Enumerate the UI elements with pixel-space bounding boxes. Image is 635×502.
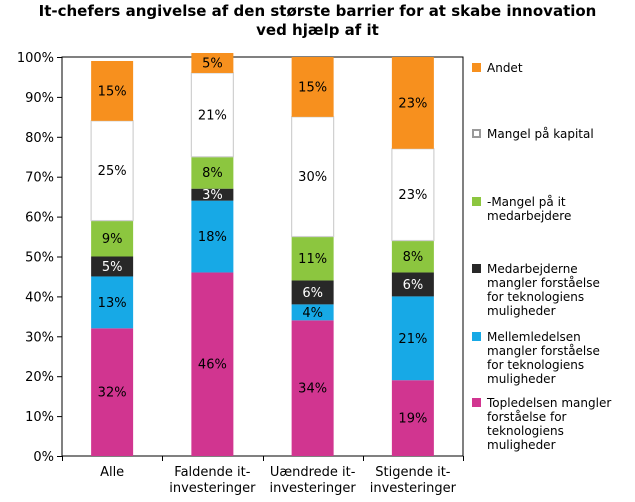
- bar-segment: [391, 272, 434, 297]
- legend-label-line: Mangel på kapital: [487, 127, 594, 141]
- legend-swatch: [472, 197, 481, 206]
- legend-label-line: Mellemledelsen: [487, 330, 581, 344]
- legend-label: Medarbejderne mangler forståelse for tekno…: [487, 262, 633, 318]
- bar-segment: [91, 60, 134, 121]
- legend-swatch: [472, 398, 481, 407]
- x-category-label: Stigende it-investeringer: [370, 465, 457, 496]
- legend-label-line: muligheder: [487, 438, 556, 452]
- legend-label-line: Medarbejderne: [487, 262, 578, 276]
- bar-data-label: 13%: [98, 296, 127, 311]
- y-tick-label: 80%: [25, 131, 54, 146]
- legend-label-line: for teknologiens: [487, 290, 585, 304]
- chart-title: It-chefers angivelse af den største barr…: [0, 2, 635, 40]
- y-tick-label: 20%: [25, 370, 54, 385]
- legend-swatch: [472, 129, 481, 138]
- bar-segment: [191, 156, 234, 189]
- y-tick-label: 40%: [25, 290, 54, 305]
- bar-segment: [291, 57, 334, 117]
- bar-data-label: 6%: [302, 286, 323, 301]
- bar-data-label: 5%: [102, 260, 123, 275]
- bar-data-label: 4%: [302, 306, 323, 321]
- legend-swatch: [472, 264, 481, 273]
- legend-label-line: forståelse for: [487, 410, 567, 424]
- bar-segment: [91, 328, 134, 456]
- y-tick-label: 50%: [25, 251, 54, 266]
- bar-segment: [91, 256, 134, 277]
- legend-label-line: mangler forståelse: [487, 344, 600, 358]
- bar-segment: [91, 220, 134, 257]
- bar-data-label: 6%: [403, 278, 424, 293]
- chart-title-line-2: ved hjælp af it: [256, 21, 379, 39]
- y-tick-label: 0%: [33, 450, 54, 465]
- bar-data-label: 25%: [98, 164, 127, 179]
- legend-label-line: -Mangel på it: [487, 195, 566, 209]
- bar-data-label: 5%: [202, 56, 223, 71]
- legend-label: Mellemledelsen mangler forståelse for tekn…: [487, 330, 633, 386]
- bar-data-label: 23%: [398, 188, 427, 203]
- x-category-label: Uændrede it-investeringer: [270, 465, 357, 496]
- legend-swatch: [472, 63, 481, 72]
- y-tick-label: 100%: [17, 51, 54, 66]
- bar-data-label: 21%: [198, 108, 227, 123]
- legend-label-line: muligheder: [487, 304, 556, 318]
- bar-segment: [391, 240, 434, 273]
- legend-swatch: [472, 332, 481, 341]
- bar-segment: [291, 320, 334, 456]
- legend-label-line: medarbejdere: [487, 209, 572, 223]
- legend-label-line: mangler forståelse: [487, 276, 600, 290]
- legend-label-line: teknologiens: [487, 424, 564, 438]
- legend-label: -Mangel på it medarbejdere: [487, 195, 633, 223]
- bar-segment: [391, 57, 434, 149]
- y-tick-label: 60%: [25, 211, 54, 226]
- bar-segment: [391, 380, 434, 456]
- bar-data-label: 23%: [398, 96, 427, 111]
- bar-segment: [91, 276, 134, 329]
- bar-data-label: 15%: [298, 80, 327, 95]
- bar-data-label: 11%: [298, 252, 327, 267]
- legend-label-line: Andet: [487, 61, 523, 75]
- bar-data-label: 46%: [198, 358, 227, 373]
- bar-data-label: 18%: [198, 230, 227, 245]
- bar-segment: [190, 72, 234, 158]
- y-tick-label: 70%: [25, 171, 54, 186]
- x-category-label: Alle: [100, 465, 124, 480]
- legend-label-line: Topledelsen mangler: [487, 396, 612, 410]
- legend-label: Andet: [487, 61, 633, 75]
- y-tick-label: 30%: [25, 330, 54, 345]
- bar-data-label: 3%: [202, 188, 223, 203]
- y-tick-label: 90%: [25, 91, 54, 106]
- bar-segment: [291, 280, 334, 305]
- bar-data-label: 8%: [202, 166, 223, 181]
- bar-segment: [191, 53, 234, 73]
- bar-data-label: 19%: [398, 412, 427, 427]
- bar-data-label: 34%: [298, 382, 327, 397]
- bar-data-label: 8%: [403, 250, 424, 265]
- legend-label-line: for teknologiens: [487, 358, 585, 372]
- chart-title-line-1: It-chefers angivelse af den største barr…: [38, 2, 597, 20]
- bar-segment: [191, 188, 234, 201]
- x-category-label: Faldende it-investeringer: [169, 465, 256, 496]
- legend-label: Mangel på kapital: [487, 127, 633, 141]
- bar-segment: [191, 272, 234, 456]
- bar-segment: [291, 116, 335, 238]
- bar-segment: [391, 296, 434, 381]
- bar-segment: [391, 148, 435, 242]
- y-tick-label: 10%: [25, 410, 54, 425]
- bar-data-label: 32%: [98, 386, 127, 401]
- legend-label-line: muligheder: [487, 372, 556, 386]
- bar-segment: [191, 200, 234, 273]
- bar-data-label: 30%: [298, 170, 327, 185]
- bar-data-label: 15%: [98, 84, 127, 99]
- bar-data-label: 9%: [102, 232, 123, 247]
- bar-segment: [291, 304, 334, 321]
- legend-label: Topledelsen mangler forståelse for teknolo…: [487, 396, 633, 452]
- bar-segment: [291, 236, 334, 281]
- bar-data-label: 21%: [398, 332, 427, 347]
